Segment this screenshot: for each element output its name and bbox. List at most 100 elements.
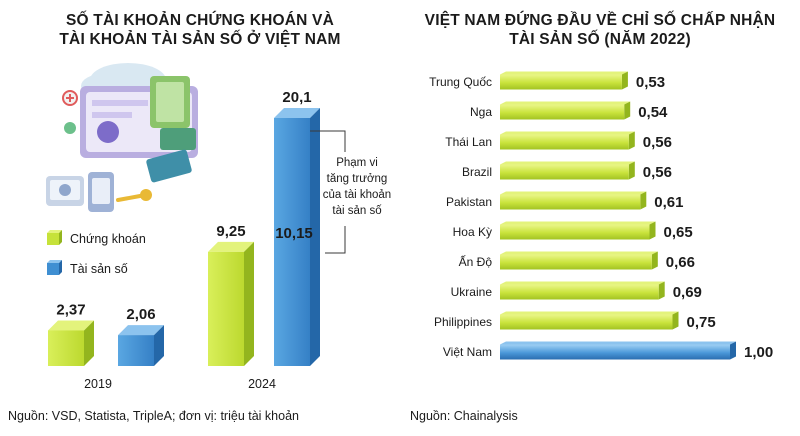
hbar-hoa-kỳ <box>500 221 656 240</box>
annotation-line-2: tăng trưởng <box>327 173 388 185</box>
hbar-việt-nam-value-label: 1,00 <box>744 344 773 361</box>
right-chart-title: VIỆT NAM ĐỨNG ĐẦU VỀ CHỈ SỐ CHẤP NHẬN TÀ… <box>400 11 800 49</box>
bar-stocks-2024-side <box>244 241 254 366</box>
left-source-note: Nguồn: VSD, Statista, TripleA; đơn vị: t… <box>8 409 299 423</box>
hbar-ấn-độ <box>500 251 658 270</box>
hbar-thái-lan-category-label: Thái Lan <box>445 135 492 149</box>
hbar-hoa-kỳ-top <box>500 221 656 225</box>
hbar-philippines-body <box>500 314 673 330</box>
hbar-brazil-body <box>500 164 629 180</box>
hbar-ấn-độ-end <box>651 251 658 270</box>
hbar-ấn-độ-top <box>500 251 658 255</box>
left-chart-title: SỐ TÀI KHOẢN CHỨNG KHOÁN VÀ TÀI KHOẢN TÀ… <box>0 11 400 49</box>
hbar-pakistan-end <box>640 191 647 210</box>
bar-stocks-2024-value-label: 9,25 <box>216 223 245 240</box>
hbar-nga-category-label: Nga <box>470 105 492 119</box>
left-title-line-2: TÀI KHOẢN TÀI SẢN SỐ Ở VIỆT NAM <box>59 31 341 48</box>
bar-digital-assets-2024-side <box>310 108 320 366</box>
annotation-line-3: của tài khoản <box>323 189 391 201</box>
hbar-trung-quốc <box>500 71 628 90</box>
bar-digital-assets-2019-top <box>118 325 164 336</box>
bar-digital-assets-2024-top <box>274 108 320 118</box>
bar-digital-assets-2019-value-label: 2,06 <box>126 306 155 323</box>
hbar-pakistan <box>500 191 647 210</box>
bar-stocks-2024-front <box>208 251 244 366</box>
right-title-line-2: TÀI SẢN SỐ (NĂM 2022) <box>509 31 691 48</box>
hbar-hoa-kỳ-value-label: 0,65 <box>664 224 693 241</box>
bar-stocks-2019-top <box>48 320 94 331</box>
hbar-ukraine-category-label: Ukraine <box>451 285 493 299</box>
legend-label-digital-assets: Tài sản số <box>70 262 128 276</box>
left-chart-legend: Chứng khoán Tài sản số <box>47 230 146 276</box>
hbar-philippines-top <box>500 311 679 315</box>
hbar-thái-lan-top <box>500 131 635 135</box>
left-bar-chart: 2,37 2,06 9,25 20,1 10,15 2019 2024 <box>48 89 320 391</box>
hbar-ukraine-body <box>500 284 659 300</box>
left-title-line-1: SỐ TÀI KHOẢN CHỨNG KHOÁN VÀ <box>66 12 334 29</box>
bar-digital-assets-2019-front <box>118 335 154 366</box>
bar-digital-assets-2019-side <box>154 325 164 366</box>
year-label-2019: 2019 <box>84 377 112 391</box>
growth-range-annotation: Phạm vi tăng trưởng của tài khoản tài sả… <box>310 130 394 254</box>
hbar-trung-quốc-category-label: Trung Quốc <box>429 75 492 89</box>
bar-stocks-2019-side <box>84 320 94 366</box>
hbar-thái-lan-value-label: 0,56 <box>643 134 672 151</box>
bar-digital-assets-2019 <box>118 325 164 366</box>
hbar-philippines-end <box>672 311 679 330</box>
hbar-pakistan-category-label: Pakistan <box>446 195 492 209</box>
hbar-hoa-kỳ-body <box>500 224 650 240</box>
hbar-trung-quốc-value-label: 0,53 <box>636 74 665 91</box>
hbar-brazil <box>500 161 635 180</box>
bar-digital-assets-2024-front <box>274 118 310 366</box>
legend-swatch-digital-assets <box>47 260 62 275</box>
hbar-ấn-độ-body <box>500 254 652 270</box>
hbar-nga-value-label: 0,54 <box>638 104 668 121</box>
hbar-thái-lan-body <box>500 134 629 150</box>
legend-swatch-stocks <box>47 230 62 245</box>
hbar-pakistan-value-label: 0,61 <box>654 194 683 211</box>
hbar-trung-quốc-top <box>500 71 628 75</box>
hbar-brazil-category-label: Brazil <box>462 165 492 179</box>
hbar-ấn-độ-category-label: Ấn Độ <box>459 254 493 269</box>
hbar-brazil-end <box>628 161 635 180</box>
hbar-nga <box>500 101 631 120</box>
annotation-line-1: Phạm vi <box>336 157 378 169</box>
digital-wallet-illustration-icon <box>46 63 198 212</box>
hbar-ukraine-top <box>500 281 665 285</box>
hbar-việt-nam-category-label: Việt Nam <box>443 345 492 359</box>
hbar-trung-quốc-end <box>621 71 628 90</box>
hbar-philippines <box>500 311 679 330</box>
hbar-thái-lan-end <box>628 131 635 150</box>
bar-stocks-2019 <box>48 320 94 366</box>
bar-digital-assets-2024-value-label: 20,1 <box>282 89 311 106</box>
hbar-ukraine-end <box>658 281 665 300</box>
bar-digital-assets-2024-range-label: 10,15 <box>275 225 313 242</box>
hbar-nga-end <box>624 101 631 120</box>
legend-label-stocks: Chứng khoán <box>70 232 146 246</box>
bar-stocks-2019-value-label: 2,37 <box>56 301 85 318</box>
hbar-philippines-value-label: 0,75 <box>687 314 716 331</box>
hbar-thái-lan <box>500 131 635 150</box>
hbar-philippines-category-label: Philippines <box>434 315 492 329</box>
hbar-hoa-kỳ-end <box>649 221 656 240</box>
hbar-pakistan-top <box>500 191 647 195</box>
hbar-pakistan-body <box>500 194 641 210</box>
year-label-2024: 2024 <box>248 377 276 391</box>
hbar-ukraine <box>500 281 665 300</box>
bar-stocks-2024-top <box>208 241 254 252</box>
hbar-ukraine-value-label: 0,69 <box>673 284 702 301</box>
hbar-việt-nam-top <box>500 341 736 345</box>
annotation-backdrop <box>330 152 394 226</box>
hbar-brazil-top <box>500 161 635 165</box>
hbar-brazil-value-label: 0,56 <box>643 164 672 181</box>
hbar-trung-quốc-body <box>500 74 622 90</box>
annotation-line-4: tài sản số <box>332 205 382 217</box>
hbar-hoa-kỳ-category-label: Hoa Kỳ <box>453 225 492 239</box>
bar-stocks-2024 <box>208 241 254 366</box>
bar-digital-assets-2024 <box>274 108 320 366</box>
hbar-việt-nam <box>500 341 736 360</box>
hbar-việt-nam-end <box>730 341 736 360</box>
right-bar-chart: Trung Quốc 0,53 Nga 0,54 Thái Lan 0,56 Brazil 0… <box>429 71 773 361</box>
bar-stocks-2019-front <box>48 330 84 366</box>
